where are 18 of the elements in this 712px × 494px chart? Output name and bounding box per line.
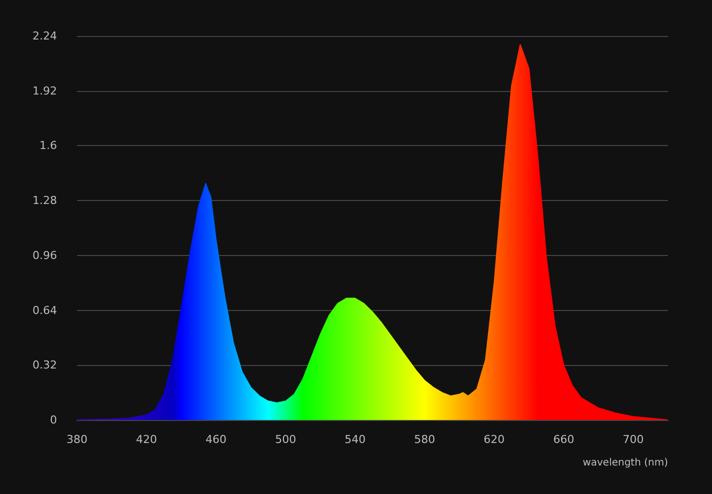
y-tick-label: 1.28 [32, 194, 57, 208]
y-tick-label: 0 [50, 414, 57, 426]
x-tick-label: 500 [275, 433, 296, 446]
y-tick-label: 0.96 [32, 248, 57, 262]
x-tick-label: 580 [414, 433, 436, 446]
y-tick-label: 0.32 [32, 358, 57, 372]
x-tick-label: 380 [66, 433, 88, 446]
y-tick-label: 1.6 [40, 139, 57, 152]
x-tick-label: 700 [622, 433, 644, 446]
y-tick-label: 1.92 [32, 84, 57, 98]
y-tick-label: 0.64 [32, 304, 57, 317]
x-tick-label: 460 [206, 433, 227, 446]
x-tick-label: 660 [553, 433, 574, 446]
x-tick-label: 620 [484, 433, 505, 446]
x-tick-label: 420 [136, 433, 158, 446]
y-tick-label: 2.24 [32, 30, 57, 42]
x-axis-title: wavelength (nm) [582, 458, 668, 468]
x-tick-label: 540 [344, 433, 366, 446]
